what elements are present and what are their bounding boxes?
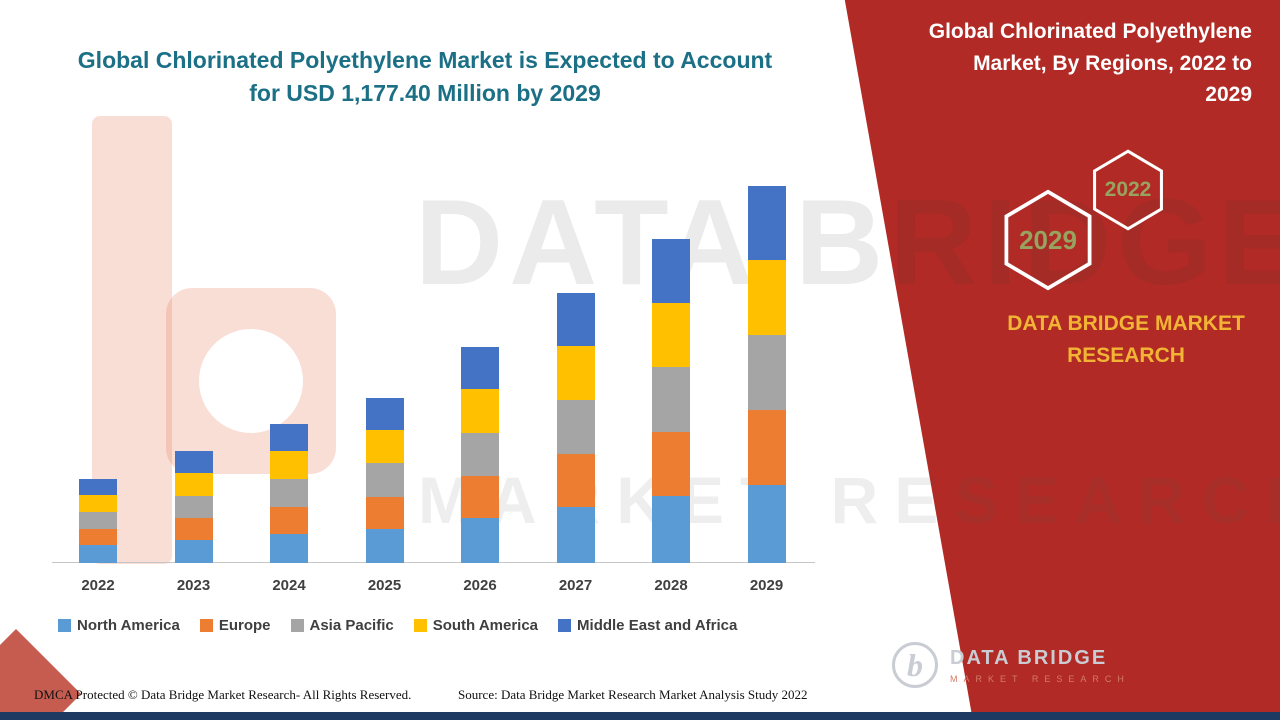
panel-title: Global Chlorinated Polyethylene Market, … [872, 16, 1252, 111]
bar-segment-north-america [270, 534, 308, 563]
watermark-logo-hole [199, 329, 303, 433]
logo-text: DATA BRIDGE MARKET RESEARCH [950, 647, 1130, 684]
logo-subtitle: MARKET RESEARCH [950, 673, 1130, 684]
watermark-corner-shape [0, 628, 82, 720]
dmca-notice: DMCA Protected © Data Bridge Market Rese… [34, 687, 412, 702]
legend-item: Middle East and Africa [558, 617, 737, 634]
panel-title-line: Global Chlorinated Polyethylene [928, 20, 1252, 43]
hexagon-outline-icon [1004, 189, 1092, 291]
databridge-logo-icon: b [892, 642, 938, 688]
legend-label: Asia Pacific [309, 617, 394, 634]
bar-segment-asia-pacific [747, 334, 786, 411]
bar-segment-south-america [461, 389, 499, 433]
hexagon-year-label: 2029 [1019, 224, 1077, 255]
x-axis-label: 2025 [367, 577, 402, 594]
legend-label: North America [77, 617, 180, 634]
legend-swatch [413, 619, 427, 632]
legend-label: Middle East and Africa [577, 617, 738, 634]
legend: North America Europe Asia Pacific South Ame… [58, 617, 737, 634]
panel-title-line: 2029 [1205, 83, 1252, 106]
hexagon-year-label: 2022 [1104, 178, 1152, 201]
x-axis-label: 2023 [176, 577, 211, 594]
legend-swatch [558, 619, 572, 632]
footer-logo: b DATA BRIDGE MARKET RESEARCH [892, 642, 1130, 688]
page-title-line2: for USD 1,177.40 Million by 2029 [249, 79, 601, 106]
x-axis-label: 2028 [654, 577, 688, 594]
page-title-line1: Global Chlorinated Polyethylene Market i… [77, 47, 773, 73]
legend-label: South America [432, 617, 539, 634]
source-note: Source: Data Bridge Market Research Mark… [458, 687, 808, 702]
bar-segment-asia-pacific [556, 399, 595, 455]
legend-label: Europe [218, 617, 271, 634]
bar-segment-south-america [652, 302, 690, 368]
logo-mark-letter: b [907, 646, 923, 683]
bar-segment-asia-pacific [270, 479, 308, 508]
bar-segment-asia-pacific [652, 367, 690, 433]
hexagon-outline-icon [1093, 149, 1163, 231]
x-axis-label: 2022 [81, 577, 115, 594]
bar-segment-europe [365, 496, 404, 529]
x-axis-line [52, 562, 815, 563]
bar-segment-north-america [174, 540, 213, 563]
legend-item: Europe [199, 617, 271, 634]
legend-item: South America [413, 617, 539, 634]
bar-segment-europe [270, 507, 308, 535]
legend-swatch [58, 619, 71, 632]
bar-segment-middle-east-and-africa [365, 398, 404, 431]
bar-segment-north-america [365, 528, 404, 563]
bar-segment-south-america [556, 346, 595, 400]
bar-segment-asia-pacific [174, 495, 213, 519]
brand-wordmark-line2: RESEARCH [1067, 343, 1185, 367]
bar-segment-europe [174, 518, 213, 540]
watermark-text-databridge: DATA BRIDGE [415, 174, 1280, 310]
bar-segment-south-america [174, 473, 213, 496]
watermark-logo-stem [92, 116, 172, 564]
legend-swatch [199, 619, 213, 632]
logo-name: DATA BRIDGE [950, 646, 1108, 669]
bar-segment-asia-pacific [365, 463, 404, 497]
legend-swatch [290, 619, 304, 632]
x-axis-label: 2027 [558, 577, 593, 594]
bottom-accent-bar [0, 712, 1280, 720]
page-title: Global Chlorinated Polyethylene Market i… [60, 44, 790, 109]
brand-wordmark-line1: DATA BRIDGE MARKET [1007, 312, 1245, 335]
legend-item: Asia Pacific [290, 617, 394, 634]
x-axis-label: 2024 [272, 577, 306, 594]
stacked-bar-2025 [365, 398, 404, 563]
watermark-text-marketresearch: MARKET RESEARCH [418, 463, 1280, 537]
brand-wordmark: DATA BRIDGE MARKET RESEARCH [992, 308, 1260, 371]
panel-title-line: Market, By Regions, 2022 to [973, 51, 1252, 75]
x-axis-label: 2026 [463, 577, 497, 594]
watermark-logo-bowl [166, 288, 336, 474]
hexagon-2029-badge: 2029 [1000, 188, 1096, 292]
bar-segment-middle-east-and-africa [461, 346, 499, 390]
x-axis-label: 2029 [749, 577, 784, 594]
legend-item: North America [58, 617, 180, 634]
hexagon-2022-badge: 2022 [1090, 148, 1166, 232]
bar-segment-south-america [365, 430, 404, 464]
